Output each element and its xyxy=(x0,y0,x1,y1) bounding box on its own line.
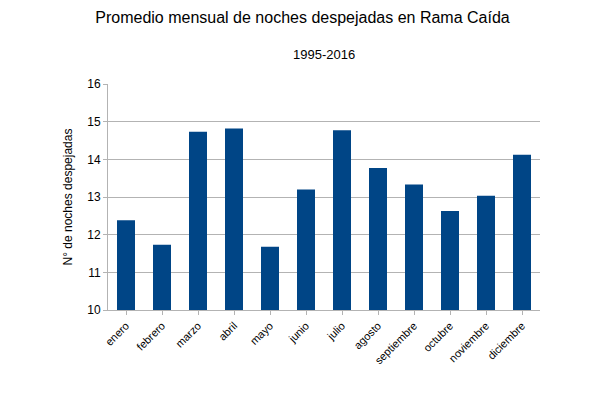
svg-text:13: 13 xyxy=(87,190,101,204)
svg-text:noviembre: noviembre xyxy=(447,320,492,365)
svg-text:14: 14 xyxy=(87,153,101,167)
svg-text:Promedio mensual de noches des: Promedio mensual de noches despejadas en… xyxy=(95,9,510,26)
svg-text:marzo: marzo xyxy=(173,320,203,350)
svg-text:julio: julio xyxy=(324,320,347,343)
svg-text:N° de noches despejadas: N° de noches despejadas xyxy=(61,129,75,266)
svg-text:junio: junio xyxy=(286,320,312,346)
svg-text:abril: abril xyxy=(216,320,239,343)
svg-text:1995-2016: 1995-2016 xyxy=(293,47,355,62)
svg-text:octubre: octubre xyxy=(421,320,455,354)
svg-text:enero: enero xyxy=(103,320,131,348)
svg-text:11: 11 xyxy=(88,266,101,280)
svg-text:febrero: febrero xyxy=(134,320,167,353)
svg-text:septiembre: septiembre xyxy=(372,320,419,367)
svg-text:16: 16 xyxy=(87,77,101,91)
svg-text:mayo: mayo xyxy=(248,320,276,348)
svg-text:diciembre: diciembre xyxy=(485,320,527,362)
svg-text:10: 10 xyxy=(87,303,101,317)
svg-text:agosto: agosto xyxy=(351,320,383,352)
svg-text:12: 12 xyxy=(87,228,101,242)
svg-text:15: 15 xyxy=(87,115,101,129)
